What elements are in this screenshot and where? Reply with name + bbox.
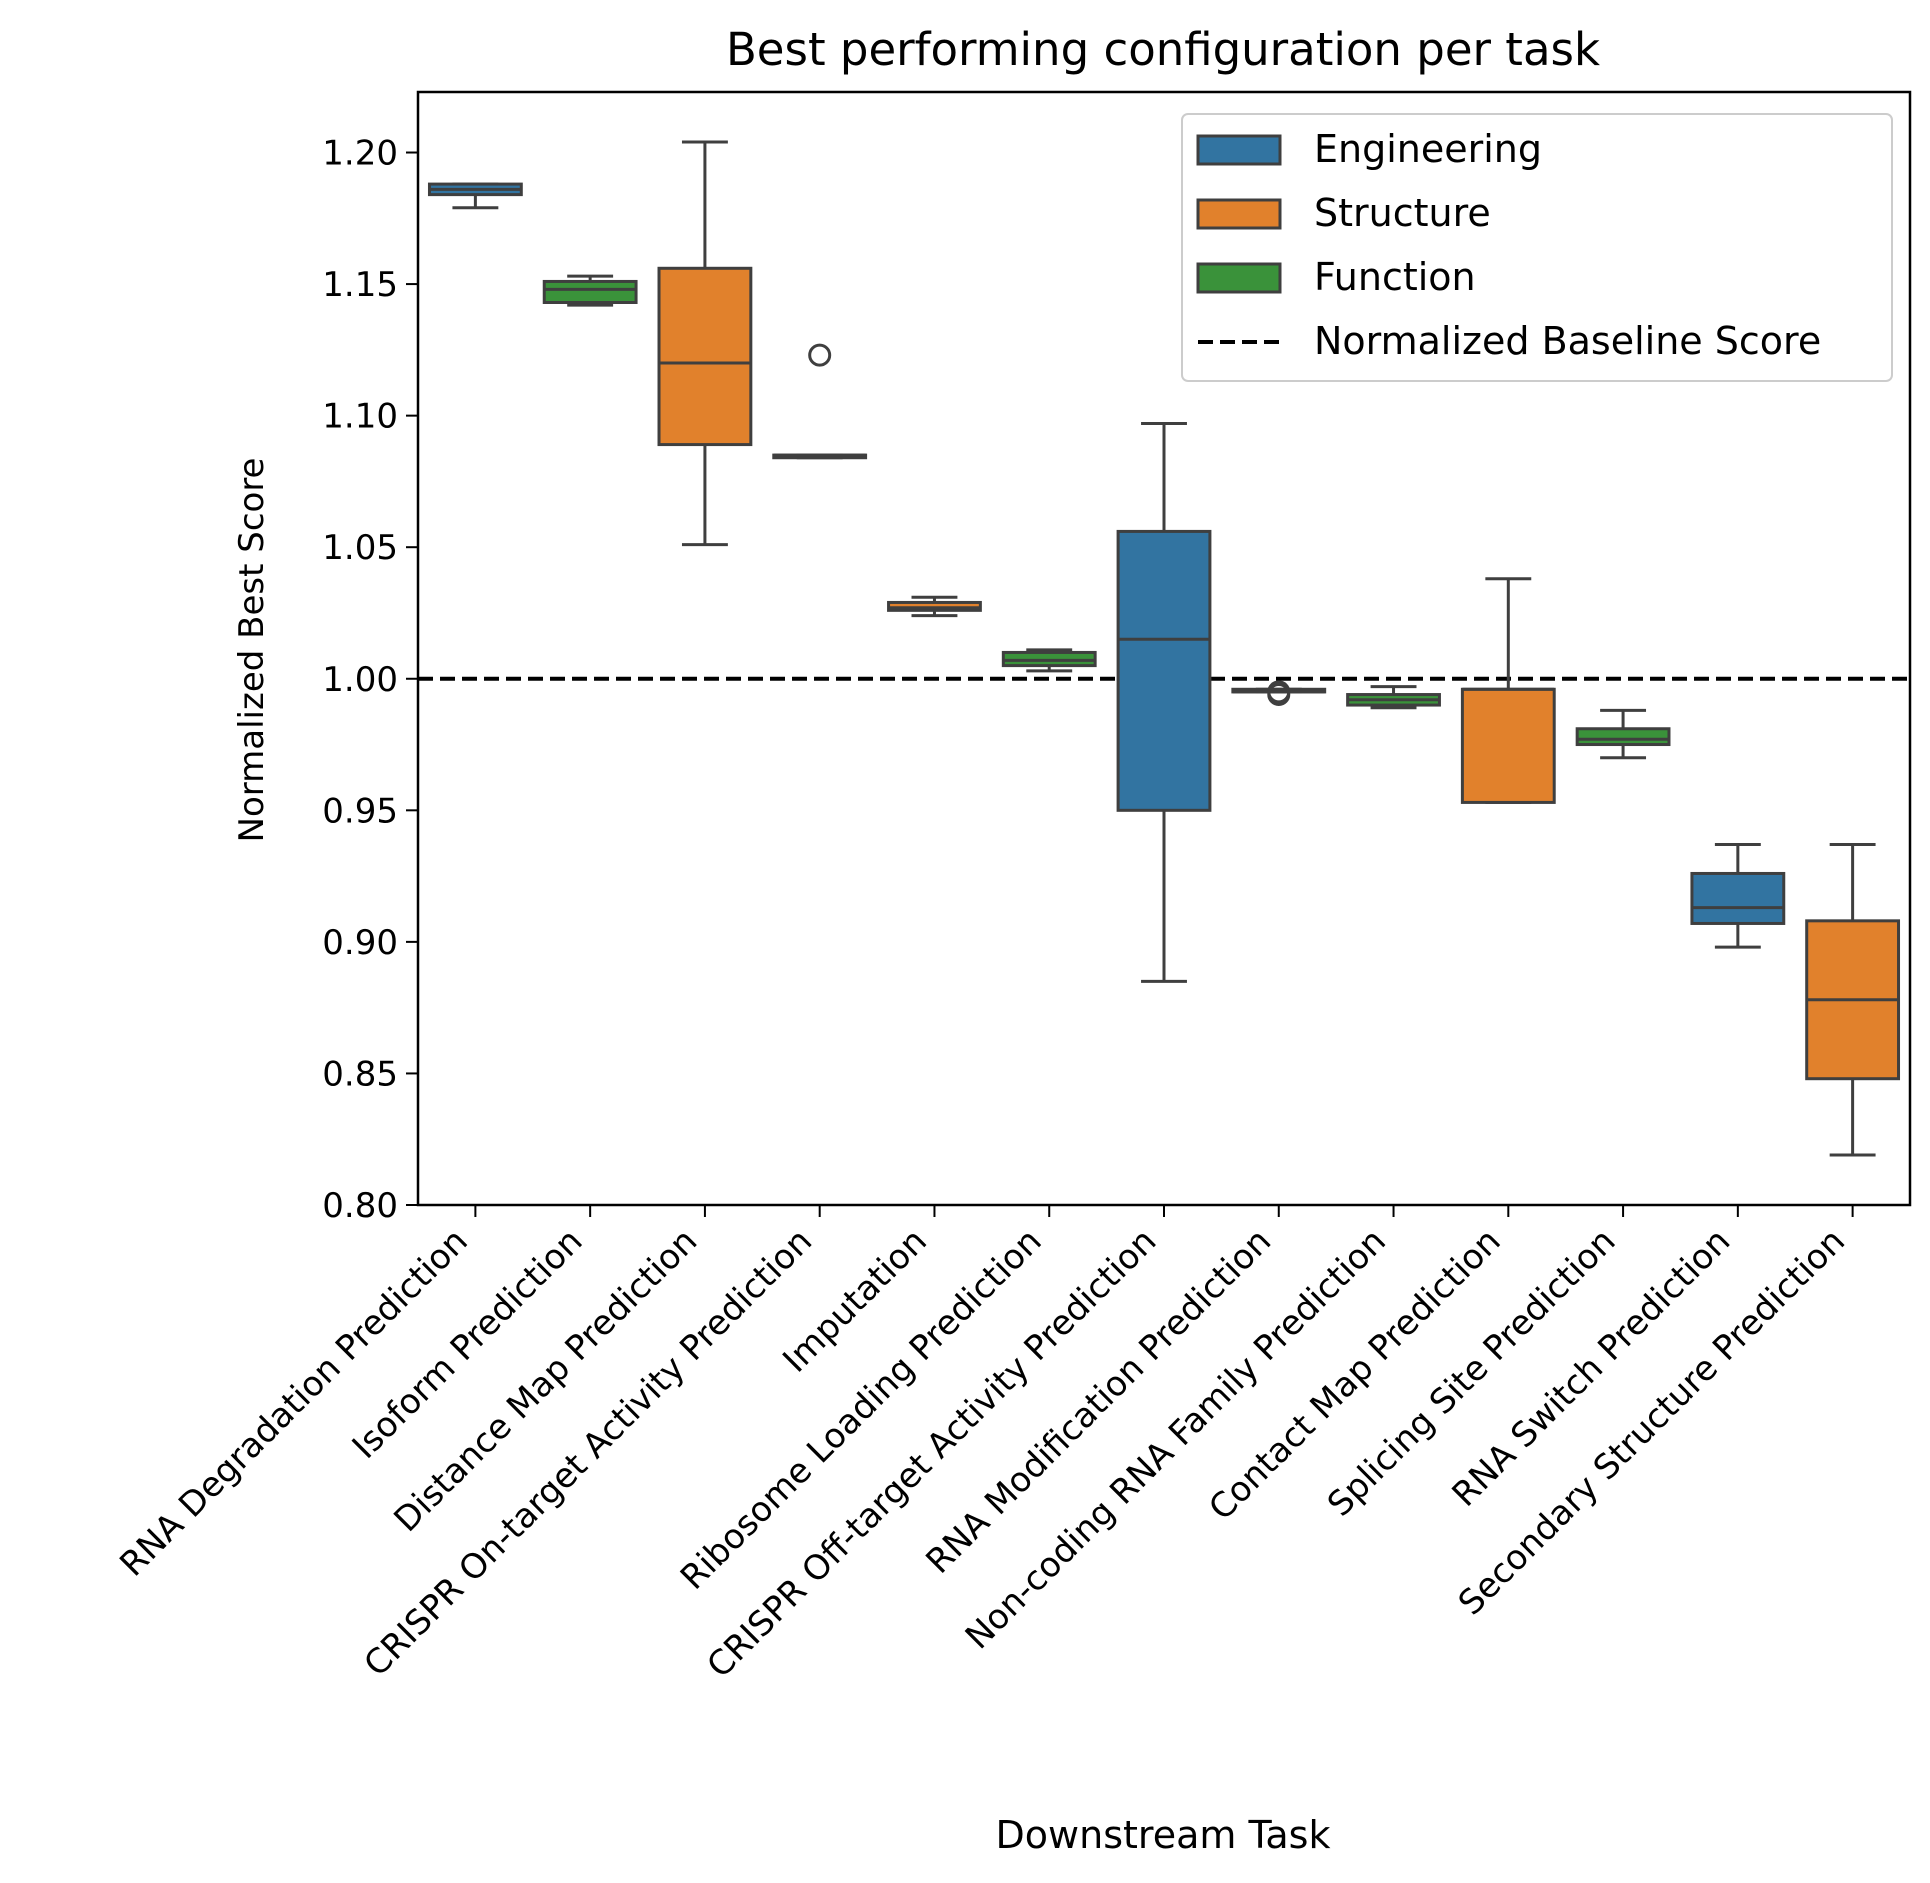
- box-13: [1805, 843, 1901, 1157]
- box-8: [1231, 680, 1327, 707]
- box-body: [542, 279, 638, 304]
- box-6: [1001, 648, 1097, 673]
- legend-item-structure: Structure: [1196, 191, 1491, 235]
- box-11: [1575, 708, 1671, 760]
- legend-item-engineering: Engineering: [1196, 127, 1542, 171]
- legend-frame: [1181, 113, 1893, 382]
- box-1: [427, 182, 523, 210]
- box-10: [1460, 577, 1556, 804]
- y-tick-label: 0.80: [322, 1186, 398, 1226]
- box-body: [1460, 687, 1556, 804]
- y-tick-label: 1.15: [322, 265, 398, 305]
- y-tick-label: 0.90: [322, 923, 398, 963]
- box-2: [542, 274, 638, 307]
- legend-item-function: Function: [1196, 255, 1476, 299]
- box-body: [1116, 529, 1212, 812]
- y-tick-label: 1.10: [322, 397, 398, 437]
- x-axis-label: Downstream Task: [996, 1813, 1331, 1857]
- box-12: [1690, 843, 1786, 949]
- box-body: [1690, 871, 1786, 925]
- legend-swatch: [1196, 198, 1282, 230]
- y-axis-label: Normalized Best Score: [232, 458, 272, 843]
- y-tick-label: 0.95: [322, 791, 398, 831]
- box-body: [1575, 727, 1671, 747]
- y-tick-label: 1.20: [322, 134, 398, 174]
- y-tick-label: 1.05: [322, 528, 398, 568]
- outlier-point: [1267, 680, 1291, 704]
- box-3: [657, 140, 753, 547]
- legend-label: Normalized Baseline Score: [1314, 319, 1821, 363]
- box-7: [1116, 422, 1212, 983]
- y-tick-label: 1.00: [322, 660, 398, 700]
- box-9: [1346, 685, 1441, 710]
- box-5: [887, 595, 982, 618]
- legend-label: Function: [1314, 255, 1476, 299]
- box-body: [657, 266, 753, 447]
- legend-label: Structure: [1314, 191, 1491, 235]
- outlier-point: [808, 343, 832, 367]
- legend-item-baseline: Normalized Baseline Score: [1198, 319, 1821, 363]
- y-tick-label: 0.85: [322, 1054, 398, 1094]
- chart-title: Best performing configuration per task: [726, 23, 1600, 76]
- legend: Engineering Structure Function Normalized B…: [1181, 113, 1893, 382]
- legend-swatch: [1196, 134, 1282, 166]
- legend-swatch: [1196, 262, 1282, 294]
- box-4: [772, 343, 868, 460]
- legend-label: Engineering: [1314, 127, 1542, 171]
